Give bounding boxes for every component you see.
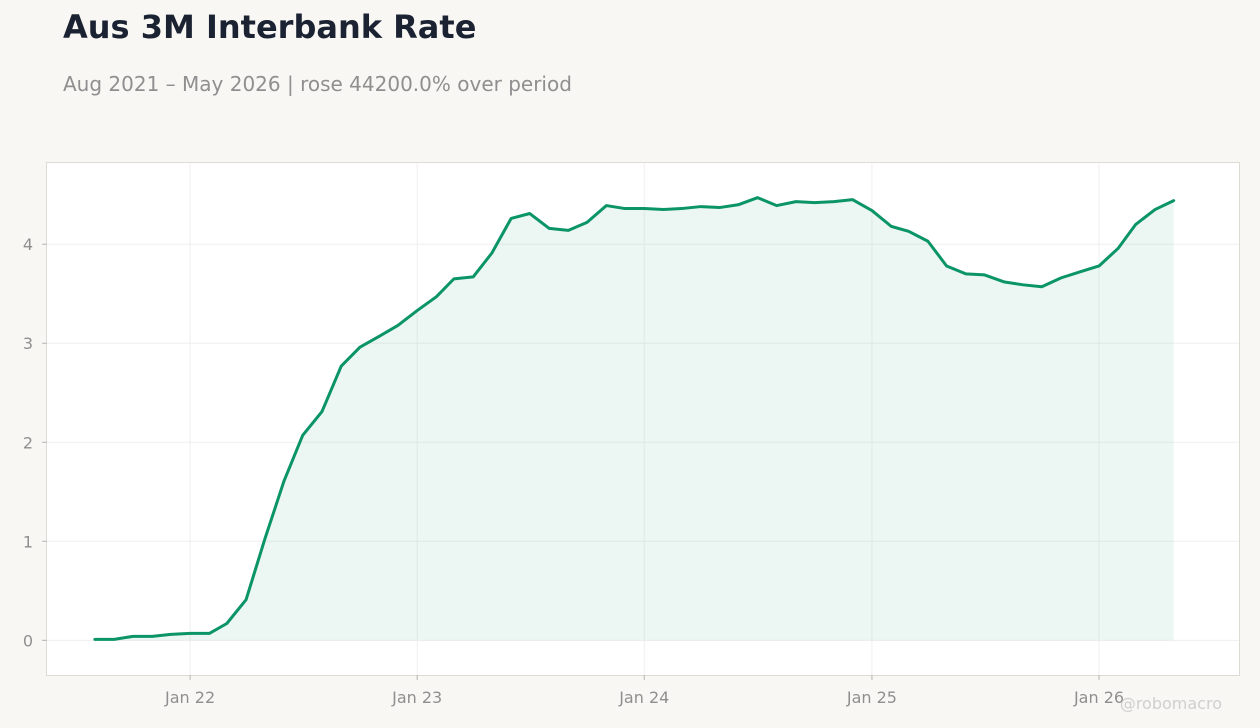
data-point	[1098, 264, 1101, 267]
data-point	[756, 196, 759, 199]
data-point	[983, 273, 986, 276]
data-point	[945, 264, 948, 267]
y-tick-label: 1	[23, 532, 33, 551]
data-point	[795, 200, 798, 203]
data-point	[452, 277, 455, 280]
data-point	[320, 410, 323, 413]
data-point	[870, 209, 873, 212]
y-tick-label: 0	[23, 631, 33, 650]
data-point	[699, 205, 702, 208]
data-point	[680, 207, 683, 210]
y-axis-ticks: 0 1 2 3 4	[23, 235, 47, 650]
data-point	[737, 203, 740, 206]
data-point	[358, 346, 361, 349]
data-point	[890, 225, 893, 228]
data-point	[396, 324, 399, 327]
data-point	[605, 204, 608, 207]
data-point	[623, 207, 626, 210]
data-point	[340, 365, 343, 368]
data-point	[926, 240, 929, 243]
x-tick-label: Jan 24	[618, 688, 669, 707]
data-point	[113, 638, 116, 641]
data-point	[832, 200, 835, 203]
data-point	[472, 275, 475, 278]
data-point	[263, 538, 266, 541]
x-tick-label: Jan 23	[391, 688, 442, 707]
watermark: @robomacro	[1119, 694, 1222, 713]
data-point	[1022, 283, 1025, 286]
x-tick-label: Jan 25	[846, 688, 897, 707]
data-point	[1172, 199, 1175, 202]
y-tick-label: 2	[23, 433, 33, 452]
y-tick-label: 4	[23, 235, 33, 254]
data-point	[169, 633, 172, 636]
series-area	[94, 197, 1174, 641]
data-point	[378, 335, 381, 338]
line-layer	[93, 196, 1176, 641]
data-point	[208, 632, 211, 635]
data-point	[416, 309, 419, 312]
data-point	[1002, 280, 1005, 283]
data-point	[225, 622, 228, 625]
data-point	[1117, 247, 1120, 250]
data-point	[528, 212, 531, 215]
data-point	[586, 221, 589, 224]
data-point	[548, 227, 551, 230]
data-point	[1078, 270, 1081, 273]
data-point	[1060, 276, 1063, 279]
plot-area	[46, 162, 1240, 676]
y-tick-label: 3	[23, 334, 33, 353]
data-point	[567, 229, 570, 232]
data-point	[301, 434, 304, 437]
data-point	[775, 204, 778, 207]
data-point	[189, 632, 192, 635]
data-point	[435, 295, 438, 298]
area-layer	[94, 197, 1174, 641]
data-point	[245, 598, 248, 601]
data-point	[851, 198, 854, 201]
x-tick-label: Jan 22	[164, 688, 215, 707]
data-point	[964, 272, 967, 275]
data-point	[643, 207, 646, 210]
grid-lines	[47, 163, 1239, 675]
data-point	[1154, 208, 1157, 211]
x-axis-ticks: Jan 22 Jan 23 Jan 24 Jan 25 Jan 26	[164, 675, 1124, 707]
data-point	[490, 252, 493, 255]
data-point	[1040, 285, 1043, 288]
data-point	[662, 208, 665, 211]
series-line	[93, 196, 1176, 641]
data-point	[131, 635, 134, 638]
data-point	[813, 201, 816, 204]
chart-title: Aus 3M Interbank Rate	[63, 8, 477, 46]
data-point	[718, 206, 721, 209]
data-point	[151, 635, 154, 638]
data-point	[283, 479, 286, 482]
data-point	[93, 638, 96, 641]
data-point	[1134, 223, 1137, 226]
data-point	[510, 217, 513, 220]
chart-subtitle: Aug 2021 – May 2026 | rose 44200.0% over…	[63, 72, 572, 96]
data-point	[907, 230, 910, 233]
x-tick-label: Jan 26	[1073, 688, 1124, 707]
